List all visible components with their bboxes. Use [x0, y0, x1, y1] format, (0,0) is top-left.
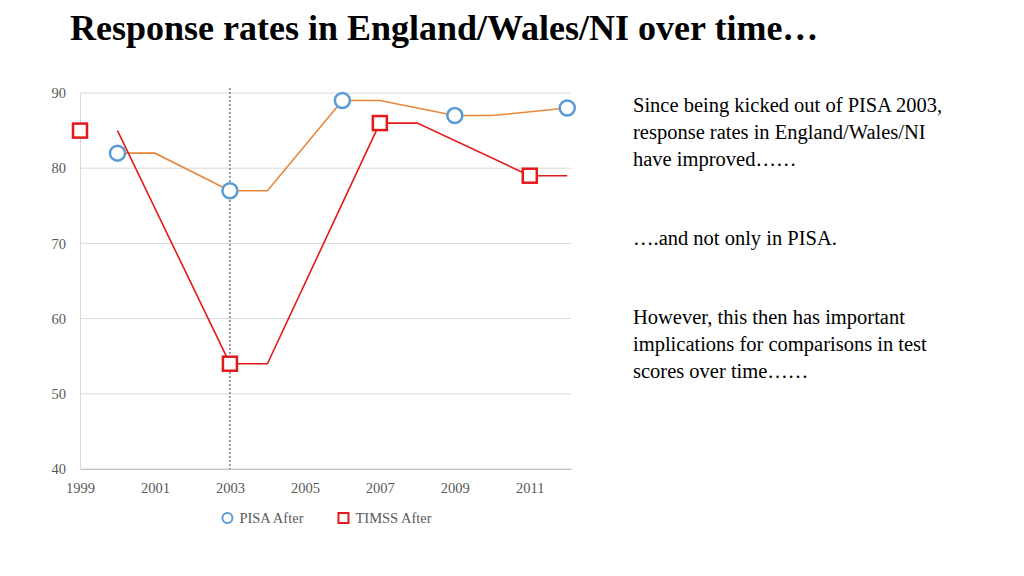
data-point: [447, 108, 462, 123]
y-axis-line: [80, 94, 81, 470]
y-tick: 70: [52, 236, 81, 252]
y-tick: 40: [52, 461, 81, 477]
x-tick-label: 2011: [516, 480, 544, 496]
data-point: [373, 116, 387, 130]
annotation-text: Since being kicked out of PISA 2003,: [633, 94, 942, 117]
x-tick: 2011: [516, 469, 544, 496]
data-point: [110, 146, 125, 161]
grid-line: [80, 393, 571, 394]
data-point: [560, 101, 575, 116]
x-tick-label: 1999: [66, 480, 95, 496]
y-tick: 60: [52, 311, 81, 327]
annotation-text: implications for comparisons in test: [633, 333, 927, 356]
y-tick: 50: [52, 386, 81, 402]
legend-icon: [338, 513, 348, 523]
x-axis-line: [81, 469, 572, 470]
series-line: [117, 101, 567, 191]
data-point: [223, 357, 237, 371]
x-tick-label: 2009: [441, 480, 470, 496]
y-tick-label: 40: [52, 461, 67, 477]
reference-line: [229, 88, 230, 469]
y-tick-label: 50: [52, 386, 67, 402]
grid-line: [80, 318, 571, 319]
series-line: [117, 123, 567, 364]
plot-area: [73, 88, 575, 469]
annotation-text: response rates in England/Wales/NI: [633, 121, 926, 144]
y-tick-label: 90: [52, 85, 67, 101]
x-tick: 2001: [141, 469, 170, 496]
x-tick-label: 2007: [366, 480, 395, 496]
legend-label: PISA After: [239, 510, 303, 526]
x-tick-label: 2001: [141, 480, 170, 496]
grid-line: [80, 469, 571, 470]
chart: Response rates in England/Wales/NI over …: [0, 0, 1024, 576]
x-tick-label: 2005: [291, 480, 320, 496]
x-tick: 2003: [216, 469, 245, 496]
y-tick-label: 60: [52, 311, 67, 327]
legend-item: TIMSS After: [338, 510, 431, 526]
legend-item: PISA After: [222, 510, 303, 526]
grid-line: [80, 168, 571, 169]
data-point: [335, 93, 350, 108]
data-point: [73, 124, 87, 138]
annotation-text: have improved……: [633, 148, 796, 171]
x-tick-label: 2003: [216, 480, 245, 496]
y-tick: 80: [52, 160, 81, 176]
grid: [80, 93, 571, 469]
x-tick: 2009: [441, 469, 470, 496]
y-tick-label: 80: [52, 160, 67, 176]
y-axis: 40 50 60 70 80 90: [52, 85, 81, 477]
annotations: Since being kicked out of PISA 2003, resp…: [633, 94, 942, 382]
legend: PISA After TIMSS After: [222, 510, 431, 526]
x-axis: 1999 2001 2003 2005 2007 2009 2011: [66, 469, 572, 496]
y-tick: 90: [52, 85, 81, 101]
annotation-text: scores over time……: [633, 360, 808, 382]
annotation-text: However, this then has important: [633, 306, 905, 329]
grid-line: [80, 243, 571, 244]
grid-line: [80, 93, 571, 94]
title: Response rates in England/Wales/NI over …: [70, 8, 818, 48]
data-point: [222, 183, 237, 198]
x-tick: 2007: [366, 469, 395, 496]
y-tick-label: 70: [52, 236, 67, 252]
x-tick: 1999: [66, 469, 95, 496]
legend-label: TIMSS After: [355, 510, 431, 526]
x-tick: 2005: [291, 469, 320, 496]
annotation-text: ….and not only in PISA.: [633, 227, 837, 250]
data-point: [523, 169, 537, 183]
legend-icon: [222, 513, 232, 523]
